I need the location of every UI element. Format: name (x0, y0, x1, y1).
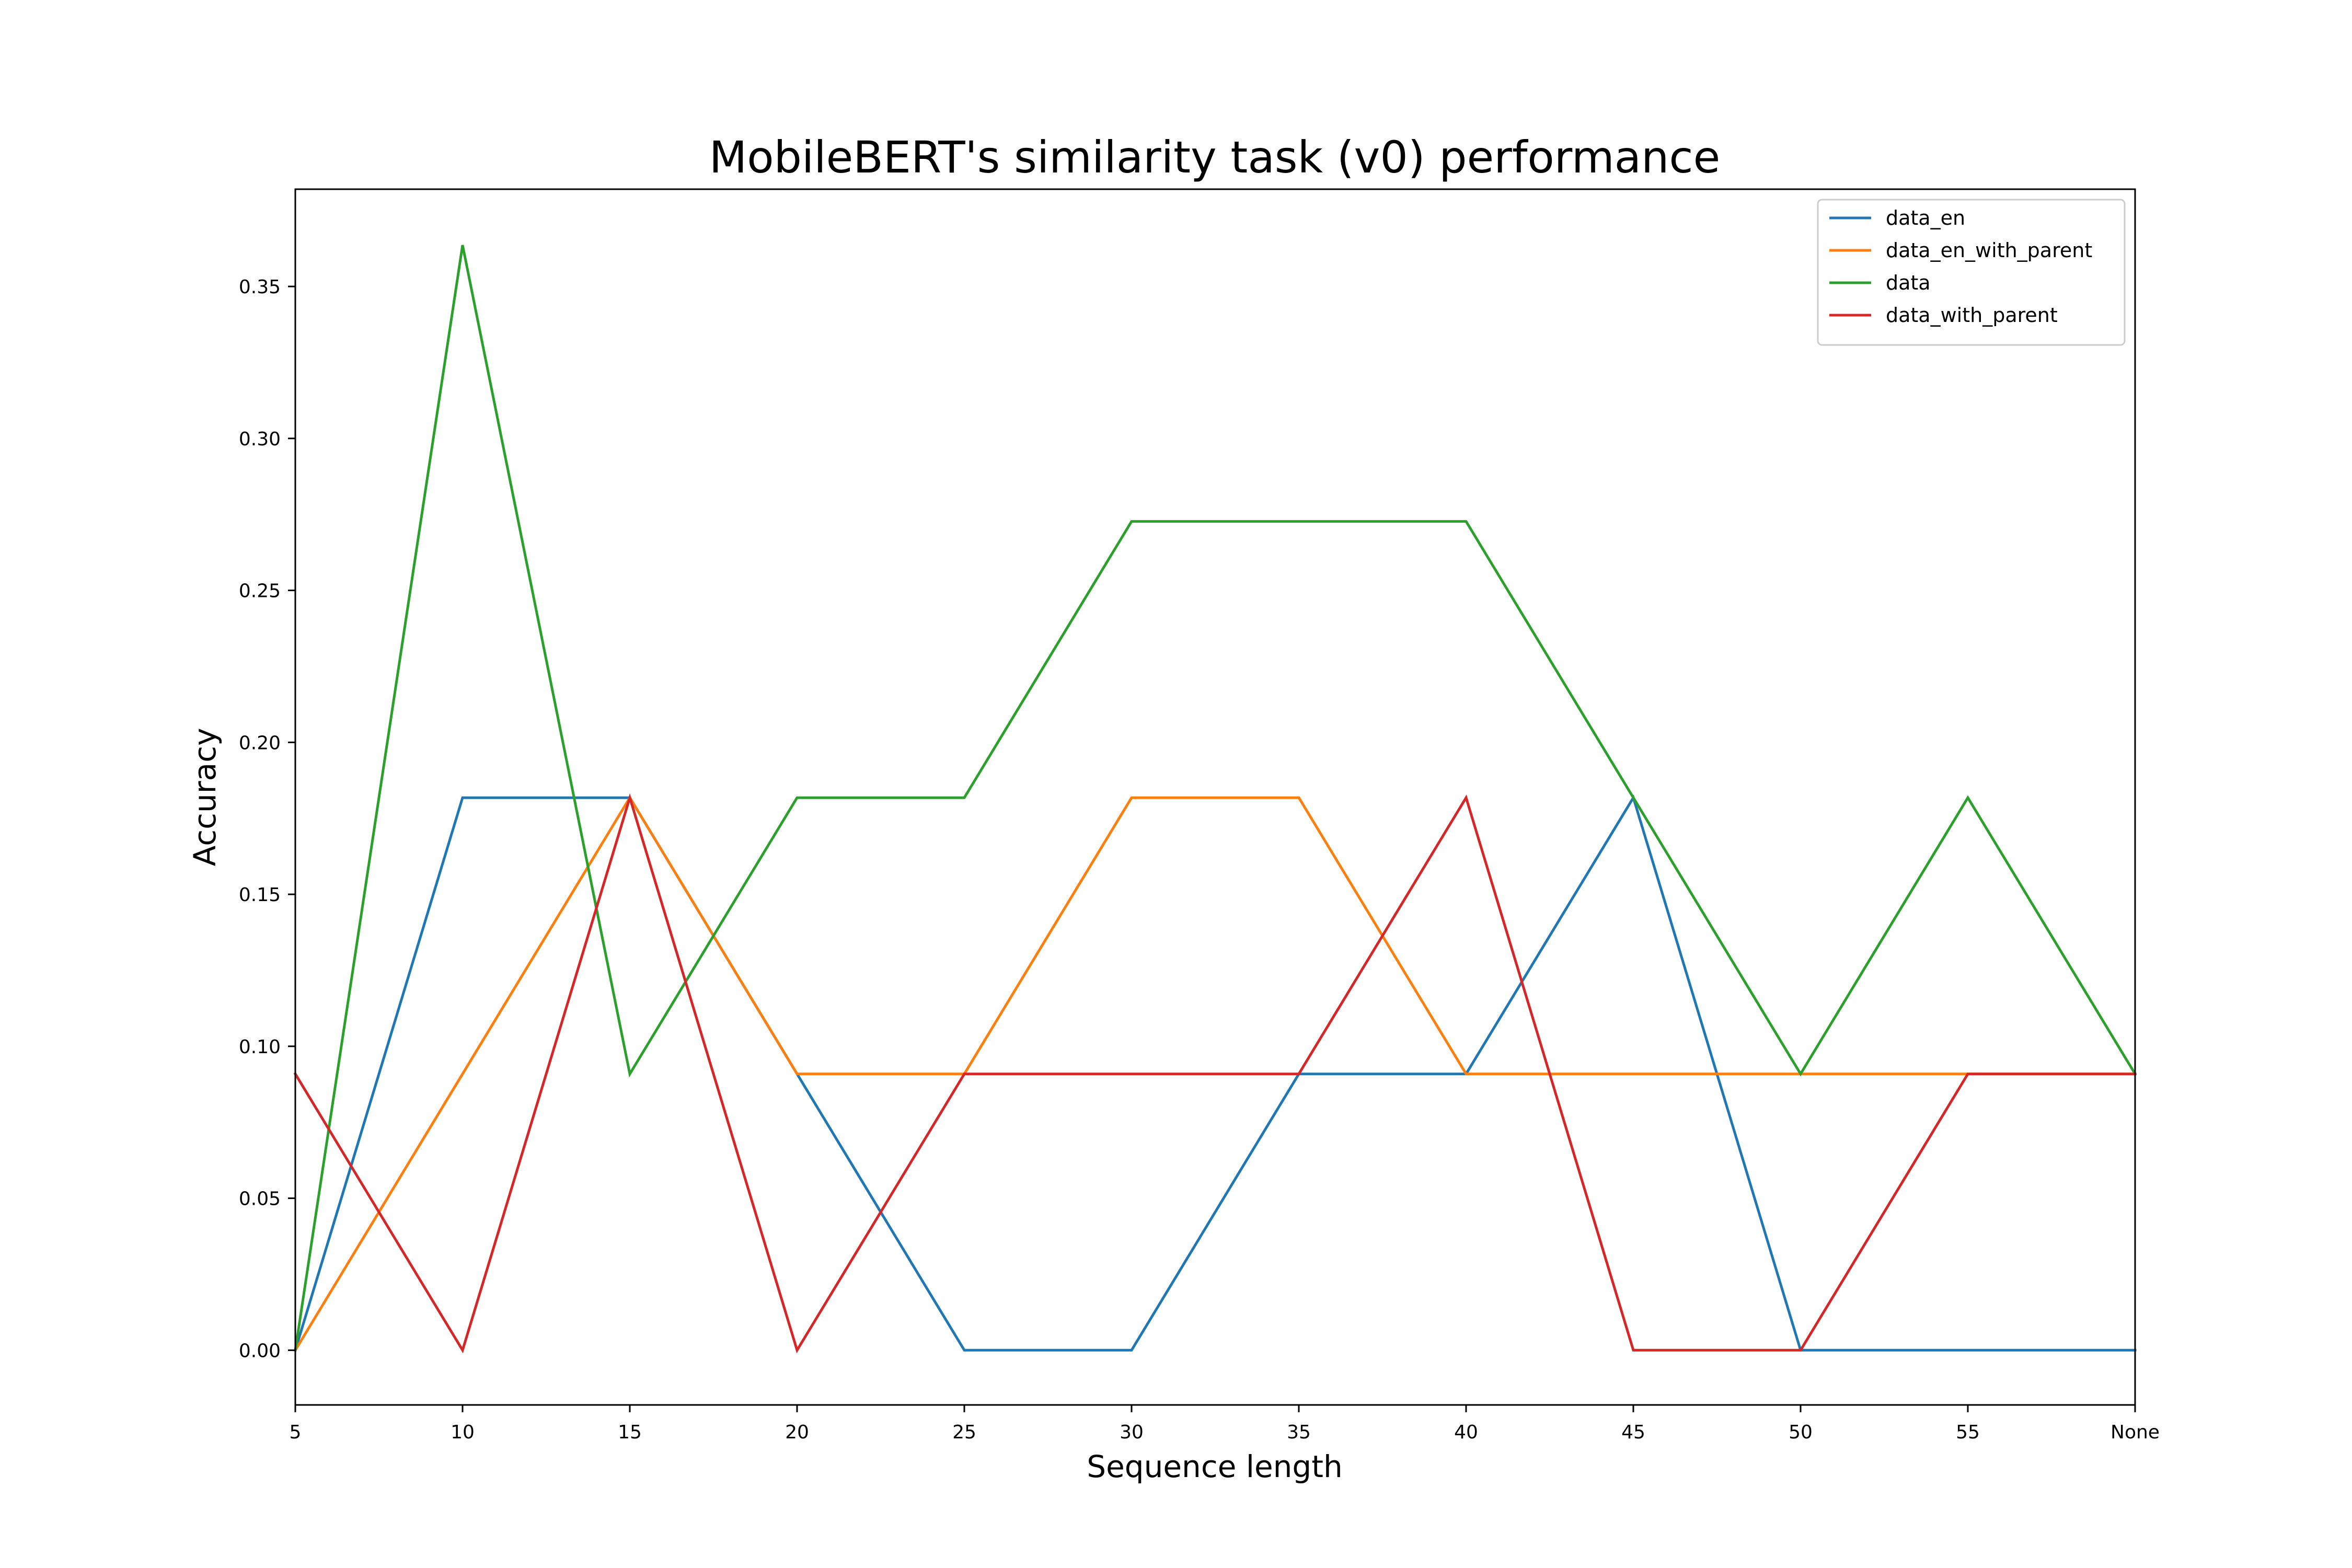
x-tick-label: 25 (952, 1422, 976, 1443)
series-layer (293, 245, 2137, 1354)
series-line-data-en (293, 794, 2137, 1352)
x-tick-label: 45 (1621, 1422, 1645, 1443)
chart-title: MobileBERT's similarity task (v0) perfor… (709, 132, 1721, 183)
legend-label: data_en_with_parent (1886, 239, 2092, 262)
x-axis-title: Sequence length (1087, 1449, 1342, 1484)
legend-label: data (1886, 271, 1931, 294)
series-line-data (294, 245, 2137, 1352)
legend-label: data_en (1886, 206, 1965, 229)
y-tick-label: 0.10 (239, 1036, 281, 1058)
y-axis: 0.00 0.05 0.10 0.15 0.20 0.25 0.30 0.35 (239, 276, 295, 1362)
y-tick-label: 0.05 (239, 1189, 281, 1210)
y-tick-label: 0.15 (239, 884, 281, 906)
plot-frame (294, 188, 2136, 1406)
x-tick-label: 5 (290, 1422, 302, 1443)
y-tick-label: 0.35 (239, 276, 281, 298)
x-tick-label: None (2111, 1422, 2160, 1443)
series-line-data-with-parent (293, 793, 2137, 1354)
x-tick-label: 40 (1454, 1422, 1478, 1443)
y-axis-title: Accuracy (187, 728, 223, 867)
y-tick-label: 0.30 (239, 429, 281, 450)
x-tick-label: 10 (451, 1422, 475, 1443)
x-tick-label: 35 (1287, 1422, 1311, 1443)
x-tick-label: 55 (1956, 1422, 1980, 1443)
x-axis: 5 10 15 20 25 30 35 40 45 50 55 None (290, 1405, 2160, 1443)
legend-label: data_with_parent (1886, 304, 2058, 327)
legend-box (1817, 199, 2126, 346)
x-tick-label: 30 (1120, 1422, 1144, 1443)
x-tick-label: 15 (618, 1422, 642, 1443)
series-line-data-en-with-parent (293, 795, 2137, 1352)
x-tick-label: 20 (785, 1422, 809, 1443)
y-tick-label: 0.20 (239, 732, 281, 754)
x-tick-label: 50 (1789, 1422, 1813, 1443)
y-tick-label: 0.00 (239, 1340, 281, 1362)
y-tick-label: 0.25 (239, 581, 281, 602)
